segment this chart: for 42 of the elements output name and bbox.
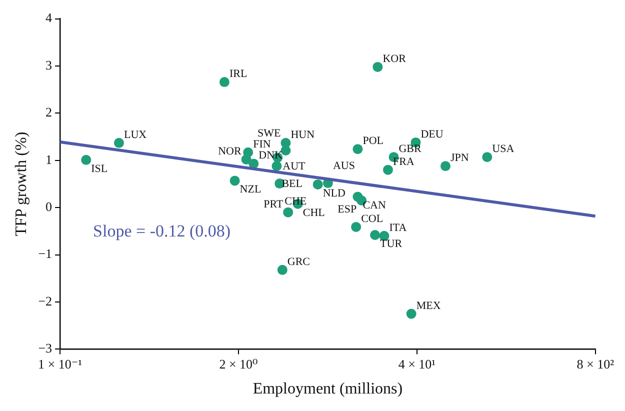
annotation: PRT: [264, 198, 284, 210]
y-tick-label: 2: [46, 104, 52, 120]
annotation: LUX: [124, 128, 147, 141]
x-axis-title: Employment (millions): [252, 380, 403, 398]
x-tick-label: 2 × 10⁰: [219, 356, 258, 372]
annotation: JPN: [450, 152, 469, 164]
y-tick-label: −3: [38, 340, 52, 356]
annotation: CHL: [302, 206, 326, 219]
annotation: HUN: [290, 128, 315, 141]
y-tick-label: 0: [46, 199, 52, 214]
annotation: MEX: [416, 300, 441, 312]
annotation: Slope = -0.12 (0.08): [93, 221, 231, 240]
annotation: GRC: [287, 256, 310, 268]
annotation: AUT: [282, 160, 306, 173]
y-tick-label: 1: [46, 152, 52, 167]
annotation: POL: [362, 135, 384, 148]
annotation: DEU: [420, 128, 444, 140]
annotation: FIN: [253, 138, 271, 150]
annotation: ESP: [338, 204, 357, 216]
annotation: USA: [492, 143, 514, 156]
annotation: ISL: [91, 162, 108, 175]
x-tick-label: 1 × 10⁻¹: [38, 356, 82, 372]
annotation: NZL: [240, 184, 262, 196]
y-axis-title: TFP growth (%): [12, 132, 30, 236]
annotation: AUS: [332, 160, 355, 172]
annotation: COL: [361, 212, 384, 225]
x-tick-label: 4 × 10¹: [398, 356, 436, 372]
annotation: CAN: [362, 200, 386, 212]
annotation: NLD: [322, 187, 346, 200]
annotation: ITA: [389, 222, 407, 234]
y-tick-label: −2: [38, 293, 52, 308]
y-tick-label: −1: [38, 246, 52, 262]
annotation: TUR: [380, 238, 403, 250]
annotation: FRA: [392, 156, 414, 168]
annotation: IRL: [229, 68, 248, 80]
annotation: SWE: [258, 127, 281, 140]
y-tick-label: 4: [46, 10, 53, 26]
annotation: GBR: [398, 143, 422, 156]
annotation: NOR: [218, 145, 242, 158]
y-tick-label: 3: [46, 57, 52, 72]
annotation: KOR: [382, 52, 407, 65]
x-tick-label: 8 × 10²: [576, 356, 614, 372]
